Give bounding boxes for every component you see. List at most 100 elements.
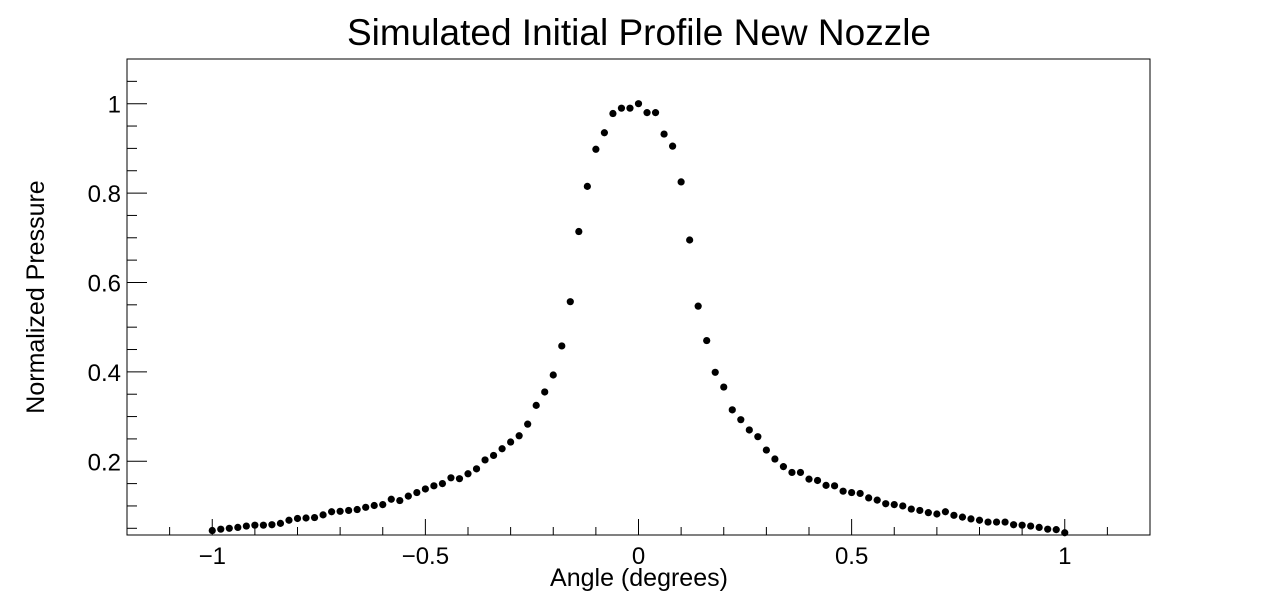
data-point [370, 501, 378, 510]
data-point [421, 485, 429, 493]
data-point [319, 511, 327, 519]
data-point [481, 456, 489, 464]
y-tick-label: 0.8 [88, 181, 121, 208]
x-tick-label: 0.5 [835, 543, 868, 570]
data-point [771, 455, 779, 463]
data-point [532, 401, 540, 409]
data-point [404, 492, 412, 500]
data-point [617, 104, 626, 112]
data-point [413, 488, 421, 497]
x-tick-label: −1 [199, 543, 226, 570]
data-point [268, 521, 276, 529]
data-point [455, 475, 464, 483]
data-point [779, 463, 788, 471]
data-point [549, 371, 557, 379]
data-point [822, 481, 830, 489]
data-point [541, 388, 549, 396]
data-point [242, 522, 250, 530]
data-point [626, 104, 634, 112]
data-point [600, 129, 609, 137]
data-point [941, 508, 950, 516]
data-point [430, 482, 438, 490]
chart-title: Simulated Initial Profile New Nozzle [347, 12, 931, 53]
data-point [438, 480, 447, 488]
data-point [634, 100, 643, 108]
y-axis-label: Normalized Pressure [22, 180, 50, 413]
data-point [660, 130, 668, 138]
data-point [882, 500, 890, 508]
data-point [208, 526, 216, 535]
data-point [830, 482, 839, 490]
data-point [328, 508, 336, 516]
data-point [575, 227, 583, 236]
x-axis-tick-labels: −1 −0.5 0 0.5 1 [199, 543, 1072, 570]
data-point [1001, 518, 1009, 526]
data-point [1044, 525, 1052, 533]
data-point [848, 488, 856, 497]
data-point [805, 475, 813, 483]
y-tick-label: 0.2 [88, 449, 121, 476]
data-point [856, 489, 864, 498]
data-point [992, 518, 1001, 526]
data-point [754, 433, 762, 441]
data-point [609, 109, 617, 118]
data-point [950, 511, 958, 519]
data-point [907, 505, 915, 513]
data-point [251, 521, 259, 529]
data-point [225, 524, 233, 532]
data-point [839, 487, 847, 495]
data-point [762, 446, 770, 454]
data-point [276, 519, 285, 527]
data-point [1035, 523, 1043, 532]
data-point [379, 501, 387, 509]
data-point [899, 502, 907, 510]
data-point [472, 465, 481, 473]
data-point [728, 406, 736, 414]
data-point [865, 494, 873, 502]
data-point [924, 509, 932, 517]
data-point [873, 496, 881, 504]
data-point [669, 142, 677, 150]
data-point [387, 495, 395, 503]
data-point [958, 513, 967, 521]
data-point [302, 514, 310, 522]
data-point [583, 182, 591, 190]
data-point [703, 336, 711, 345]
data-point [592, 145, 600, 153]
data-point [353, 505, 361, 514]
y-axis-tick-labels: 0.2 0.4 0.6 0.8 1 [88, 92, 121, 477]
data-point [489, 451, 498, 460]
data-point [524, 420, 532, 428]
data-point [745, 426, 753, 434]
data-point [285, 516, 293, 524]
data-point [677, 178, 685, 186]
data-point [234, 523, 242, 532]
data-points [208, 100, 1069, 537]
x-tick-label: −0.5 [402, 543, 449, 570]
data-point [720, 383, 728, 391]
data-point [1052, 526, 1060, 534]
data-point [396, 496, 404, 505]
data-point [813, 476, 822, 485]
data-point [686, 236, 694, 244]
data-point [788, 468, 796, 477]
data-point [259, 521, 267, 529]
data-point [967, 515, 975, 523]
data-point [566, 298, 574, 306]
data-point [362, 503, 370, 511]
plot-frame [126, 58, 1151, 536]
data-point [217, 525, 225, 533]
x-tick-label: 0 [632, 543, 645, 570]
data-point [1061, 529, 1069, 537]
data-point [336, 507, 344, 515]
data-point [975, 516, 984, 524]
data-point [643, 109, 651, 117]
data-point [310, 513, 319, 522]
data-point [694, 302, 702, 310]
data-point [1010, 521, 1018, 529]
x-axis-label: Angle (degrees) [550, 564, 728, 592]
data-point [916, 506, 924, 515]
data-point [711, 368, 719, 376]
data-point [507, 438, 515, 446]
